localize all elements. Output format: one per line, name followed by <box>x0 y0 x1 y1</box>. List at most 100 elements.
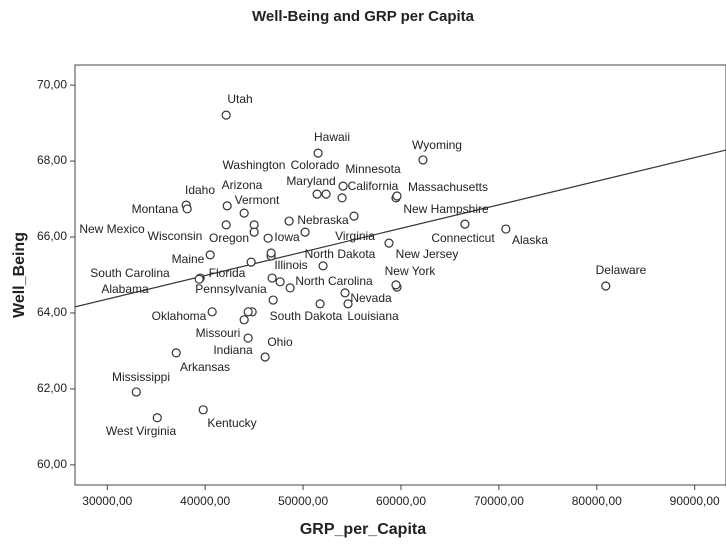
data-point <box>321 189 331 199</box>
point-label: Connecticut <box>431 231 495 245</box>
data-point <box>338 181 348 191</box>
point-label: New Jersey <box>396 247 459 261</box>
point-label: Idaho <box>185 183 215 197</box>
point-label: South Carolina <box>90 266 170 280</box>
point-label: Louisiana <box>347 309 399 323</box>
point-label: Nebraska <box>297 213 349 227</box>
data-point <box>315 299 325 309</box>
data-point <box>349 211 359 221</box>
point-label: Colorado <box>291 158 340 172</box>
point-label: New Hampshire <box>403 202 489 216</box>
point-label: Indiana <box>213 343 253 357</box>
data-point <box>182 204 192 214</box>
y-tick-label: 64,00 <box>37 305 67 319</box>
data-point <box>318 261 328 271</box>
fit-line <box>75 149 726 308</box>
y-tick-label: 66,00 <box>37 229 67 243</box>
point-label: West Virginia <box>106 424 177 438</box>
x-tick-label: 60000,00 <box>376 494 426 508</box>
y-tick-label: 70,00 <box>37 77 67 91</box>
point-label: North Carolina <box>295 274 373 288</box>
data-point <box>243 307 253 317</box>
data-point <box>246 257 256 267</box>
data-point <box>207 307 217 317</box>
data-point <box>198 405 208 415</box>
point-label: Hawaii <box>314 130 350 144</box>
data-point <box>171 348 181 358</box>
point-label: Montana <box>132 202 179 216</box>
chart-title: Well-Being and GRP per Capita <box>252 8 475 25</box>
data-point <box>384 238 394 248</box>
point-label: Wyoming <box>412 138 462 152</box>
data-point <box>260 352 270 362</box>
point-label: Massachusetts <box>408 180 488 194</box>
data-point <box>343 299 353 309</box>
data-point <box>313 148 323 158</box>
data-point <box>239 208 249 218</box>
data-point <box>131 387 141 397</box>
point-label: South Dakota <box>270 309 343 323</box>
point-label: Mississippi <box>112 370 170 384</box>
data-point <box>266 248 276 258</box>
point-label: Arizona <box>222 178 263 192</box>
point-label: Wisconsin <box>148 229 203 243</box>
point-label: Kentucky <box>207 416 256 430</box>
data-point <box>268 295 278 305</box>
data-point <box>418 155 428 165</box>
point-label: Arkansas <box>180 360 230 374</box>
data-point <box>501 224 511 234</box>
data-point <box>152 413 162 423</box>
y-tick-label: 62,00 <box>37 381 67 395</box>
point-label: Illinois <box>274 258 307 272</box>
point-label: Nevada <box>350 291 392 305</box>
data-point <box>340 288 350 298</box>
data-point <box>601 281 611 291</box>
x-tick-label: 30000,00 <box>82 494 132 508</box>
data-point <box>221 110 231 120</box>
data-point <box>337 193 347 203</box>
point-label: Maine <box>172 252 205 266</box>
y-axis-title: Well_Being <box>11 232 28 318</box>
point-label: Pennsylvania <box>195 282 267 296</box>
point-label: Delaware <box>596 263 647 277</box>
x-tick-label: 50000,00 <box>278 494 328 508</box>
point-label: Alabama <box>101 282 149 296</box>
data-point <box>391 280 401 290</box>
data-point <box>275 277 285 287</box>
data-point <box>285 283 295 293</box>
data-point <box>312 189 322 199</box>
point-label: Oklahoma <box>152 309 207 323</box>
x-tick-label: 70000,00 <box>474 494 524 508</box>
data-point <box>194 274 204 284</box>
point-label: Oregon <box>209 231 249 245</box>
data-point <box>267 273 277 283</box>
data-point <box>300 227 310 237</box>
point-label: New York <box>385 264 437 278</box>
x-tick-label: 80000,00 <box>572 494 622 508</box>
data-point <box>239 315 249 325</box>
data-point <box>243 333 253 343</box>
point-label: Ohio <box>267 335 293 349</box>
data-point <box>460 219 470 229</box>
point-label: Vermont <box>235 193 280 207</box>
point-label: New Mexico <box>79 222 145 236</box>
data-point <box>284 216 294 226</box>
point-label: North Dakota <box>305 247 376 261</box>
point-label: Iowa <box>274 230 300 244</box>
point-label: Alaska <box>512 233 548 247</box>
data-point <box>263 233 273 243</box>
y-tick-label: 68,00 <box>37 153 67 167</box>
data-point <box>221 220 231 230</box>
point-label: Florida <box>209 266 246 280</box>
data-point <box>392 191 402 201</box>
data-point <box>222 201 232 211</box>
x-tick-label: 90000,00 <box>670 494 720 508</box>
point-label: California <box>348 179 399 193</box>
data-point <box>205 250 215 260</box>
point-label: Minnesota <box>345 162 401 176</box>
point-label: Missouri <box>196 326 241 340</box>
x-axis-title: GRP_per_Capita <box>300 521 426 538</box>
point-label: Virginia <box>335 229 375 243</box>
